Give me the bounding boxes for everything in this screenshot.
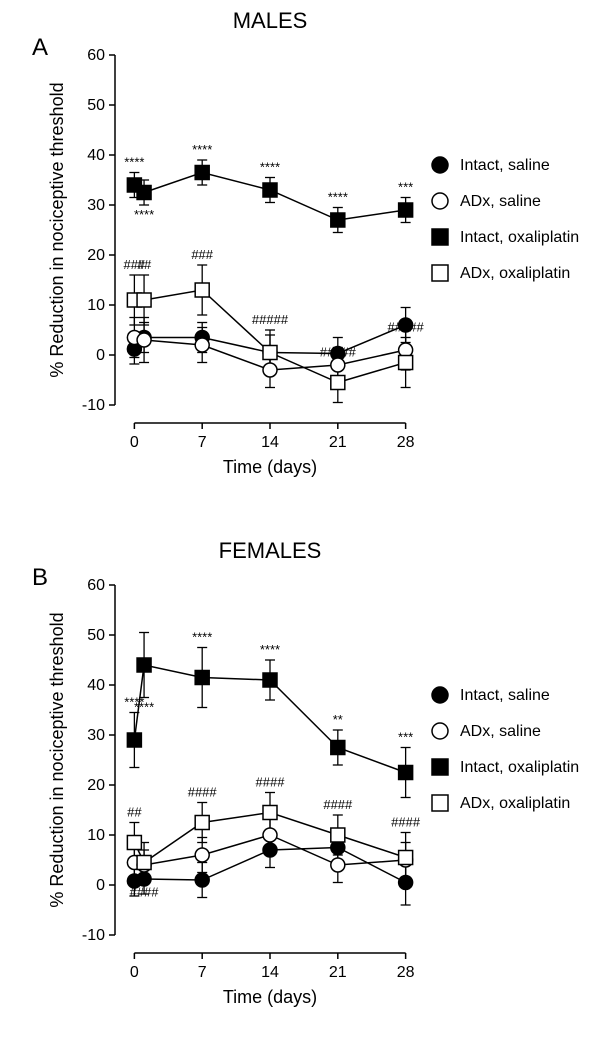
svg-text:0: 0 <box>130 434 139 451</box>
svg-text:10: 10 <box>87 827 105 844</box>
significance-label: ## <box>127 805 142 820</box>
svg-text:10: 10 <box>87 297 105 314</box>
svg-text:50: 50 <box>87 627 105 644</box>
svg-text:21: 21 <box>329 964 347 981</box>
legend-label: ADx, saline <box>460 193 541 210</box>
svg-text:0: 0 <box>96 877 105 894</box>
significance-label: **** <box>260 642 280 657</box>
significance-label: ## <box>137 257 152 272</box>
svg-text:30: 30 <box>87 197 105 214</box>
svg-text:14: 14 <box>261 434 279 451</box>
svg-text:60: 60 <box>87 47 105 64</box>
y-axis-label: % Reduction in nociceptive threshold <box>47 612 67 907</box>
x-axis-label: Time (days) <box>223 987 317 1007</box>
significance-label: **** <box>260 160 280 175</box>
svg-text:50: 50 <box>87 97 105 114</box>
significance-label: **** <box>134 207 154 222</box>
svg-text:40: 40 <box>87 677 105 694</box>
panel-A: MALES A -10 0 10 20 30 40 50 60 0 7 14 21 28 Time (days… <box>30 0 590 510</box>
significance-label: **** <box>124 155 144 170</box>
significance-label: **** <box>328 190 348 205</box>
svg-text:40: 40 <box>87 147 105 164</box>
significance-label: ** <box>333 712 343 727</box>
significance-label: **** <box>134 700 154 715</box>
significance-label: *** <box>398 730 413 745</box>
panel-title: FEMALES <box>219 538 322 563</box>
svg-text:20: 20 <box>87 777 105 794</box>
legend-label: Intact, saline <box>460 157 550 174</box>
significance-label: ##### <box>320 345 357 360</box>
svg-text:0: 0 <box>96 347 105 364</box>
svg-text:-10: -10 <box>82 397 105 414</box>
significance-label: #### <box>188 785 218 800</box>
panel-B: FEMALES B -10 0 10 20 30 40 50 60 0 7 14 21 28 Time (da… <box>30 530 590 1040</box>
panel-label: A <box>32 34 48 61</box>
svg-text:14: 14 <box>261 964 279 981</box>
legend-label: Intact, oxaliplatin <box>460 759 579 776</box>
significance-label: **** <box>192 142 212 157</box>
significance-label: #### <box>130 885 160 900</box>
panel-label: B <box>32 564 48 591</box>
x-axis-label: Time (days) <box>223 457 317 477</box>
figure-container: MALES A -10 0 10 20 30 40 50 60 0 7 14 21 28 Time (days… <box>0 0 602 1050</box>
significance-label: ### <box>191 247 213 262</box>
legend-label: ADx, oxaliplatin <box>460 795 570 812</box>
significance-label: *** <box>398 180 413 195</box>
svg-text:60: 60 <box>87 577 105 594</box>
significance-label: ##### <box>252 312 289 327</box>
significance-label: **** <box>192 630 212 645</box>
significance-label: ##### <box>388 320 425 335</box>
significance-label: #### <box>323 797 353 812</box>
y-axis-label: % Reduction in nociceptive threshold <box>47 82 67 377</box>
svg-text:28: 28 <box>397 964 415 981</box>
svg-text:28: 28 <box>397 434 415 451</box>
svg-text:-10: -10 <box>82 927 105 944</box>
significance-label: #### <box>256 775 286 790</box>
legend-label: Intact, oxaliplatin <box>460 229 579 246</box>
panel-title: MALES <box>233 8 308 33</box>
svg-text:7: 7 <box>198 434 207 451</box>
legend-label: Intact, saline <box>460 687 550 704</box>
svg-text:0: 0 <box>130 964 139 981</box>
svg-text:21: 21 <box>329 434 347 451</box>
svg-text:30: 30 <box>87 727 105 744</box>
svg-text:20: 20 <box>87 247 105 264</box>
legend-label: ADx, saline <box>460 723 541 740</box>
legend-label: ADx, oxaliplatin <box>460 265 570 282</box>
significance-label: #### <box>391 815 421 830</box>
svg-text:7: 7 <box>198 964 207 981</box>
